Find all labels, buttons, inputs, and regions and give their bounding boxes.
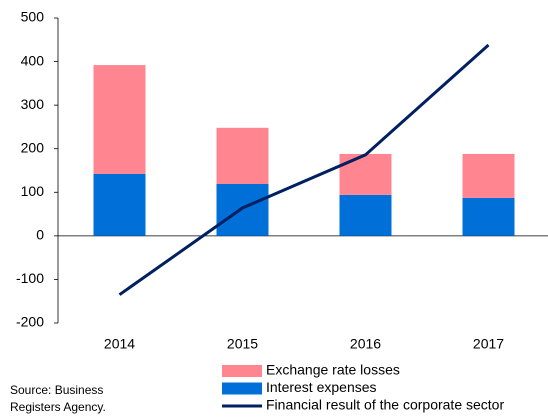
y-tick-label: 500 — [21, 9, 45, 25]
y-tick-label: 300 — [21, 96, 45, 112]
line — [118, 43, 490, 296]
y-tick-label: 100 — [21, 183, 45, 199]
bar — [93, 173, 146, 236]
bar — [462, 153, 515, 198]
y-tick-label: 0 — [36, 227, 44, 243]
legend-swatch — [222, 382, 262, 395]
y-tick-label: -100 — [16, 270, 44, 286]
bar — [339, 153, 392, 195]
bar — [216, 127, 269, 185]
x-tick-label: 2014 — [104, 336, 135, 352]
y-tick-label: 200 — [21, 139, 45, 155]
bar — [462, 197, 515, 236]
legend-swatch — [222, 365, 262, 377]
bar — [93, 65, 146, 174]
legend-label: Financial result of the corporate sector — [266, 397, 504, 413]
x-tick-label: 2015 — [227, 336, 258, 352]
bar — [216, 184, 269, 236]
legend-label: Exchange rate losses — [266, 362, 400, 378]
y-tick-label: -200 — [16, 314, 44, 330]
x-tick-label: 2016 — [350, 336, 381, 352]
bar — [339, 194, 392, 236]
y-tick-label: 400 — [21, 52, 45, 68]
source: Source: Business — [10, 383, 103, 397]
x-tick-label: 2017 — [473, 336, 504, 352]
legend-label: Interest expenses — [266, 379, 377, 395]
source: Registers Agency. — [10, 400, 106, 414]
